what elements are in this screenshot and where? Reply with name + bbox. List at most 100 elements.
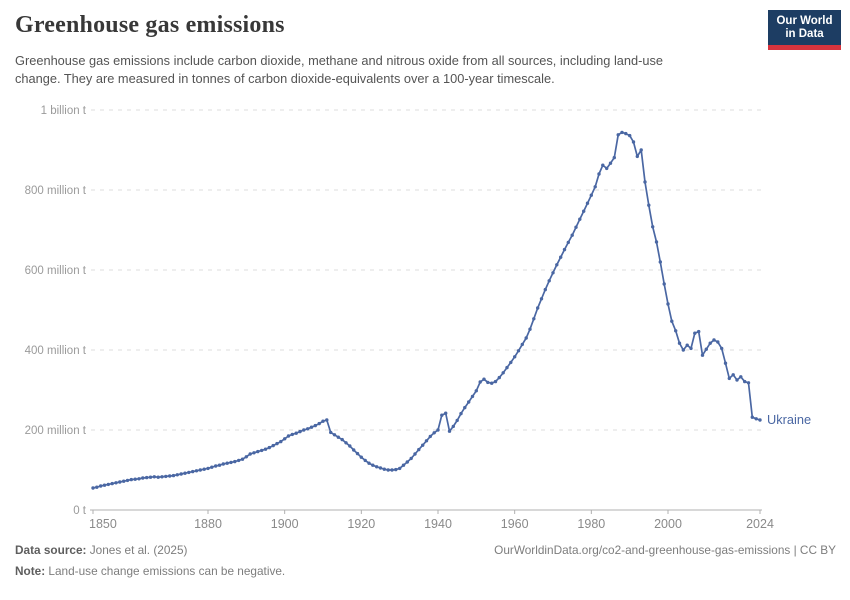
chart-canvas[interactable]: 0 t 200 million t 400 million t 600 million… xyxy=(0,95,850,540)
citation-link[interactable]: OurWorldinData.org/co2-and-greenhouse-ga… xyxy=(494,543,836,557)
data-point xyxy=(183,471,187,475)
data-point xyxy=(674,329,678,333)
data-point xyxy=(237,458,241,463)
data-point xyxy=(332,433,337,437)
data-point xyxy=(390,468,394,472)
data-point xyxy=(605,166,609,171)
data-point xyxy=(677,341,682,345)
data-point xyxy=(359,455,363,459)
data-point xyxy=(651,225,655,229)
data-point xyxy=(516,349,521,353)
data-point xyxy=(309,425,314,429)
x-tick-label: 1980 xyxy=(577,517,605,531)
data-point xyxy=(175,473,179,477)
data-point xyxy=(398,466,402,471)
data-point xyxy=(198,468,202,472)
data-point xyxy=(467,400,471,404)
data-point xyxy=(206,466,210,471)
data-point xyxy=(313,423,317,428)
data-point xyxy=(290,432,294,437)
data-point xyxy=(382,467,386,471)
data-point xyxy=(156,475,160,479)
data-point xyxy=(501,371,505,375)
data-point xyxy=(363,458,367,463)
data-point xyxy=(750,415,754,419)
data-point xyxy=(248,452,252,456)
data-point xyxy=(482,377,486,381)
data-point xyxy=(608,161,613,165)
data-point xyxy=(217,463,222,467)
data-point xyxy=(325,418,329,422)
x-tick-label: 1920 xyxy=(347,517,375,531)
data-line-ukraine[interactable] xyxy=(92,131,761,489)
data-point xyxy=(689,346,693,351)
data-point xyxy=(727,376,731,381)
data-point xyxy=(340,437,344,442)
data-point xyxy=(570,233,574,237)
data-point xyxy=(666,302,670,306)
data-point xyxy=(405,460,409,464)
data-point xyxy=(122,479,126,483)
data-point xyxy=(543,287,547,292)
data-point xyxy=(214,464,218,468)
data-point xyxy=(240,457,245,461)
data-point xyxy=(628,133,632,138)
y-tick-label: 1 billion t xyxy=(41,105,87,117)
data-point xyxy=(697,329,701,334)
data-point xyxy=(99,484,103,488)
data-point xyxy=(708,341,712,345)
data-point xyxy=(566,240,570,245)
data-point xyxy=(478,380,482,384)
data-point xyxy=(616,133,620,137)
data-point xyxy=(271,443,275,448)
data-point xyxy=(647,203,651,207)
data-point xyxy=(260,448,264,453)
data-point xyxy=(670,319,674,323)
data-point xyxy=(306,427,310,431)
data-point xyxy=(490,381,494,385)
owid-logo-line2: in Data xyxy=(785,27,824,40)
data-point xyxy=(524,336,528,340)
data-point xyxy=(497,375,501,380)
data-point xyxy=(275,441,279,446)
data-source: Data source: Jones et al. (2025) xyxy=(15,543,187,557)
data-point xyxy=(700,353,705,357)
x-tick-label: 1880 xyxy=(194,517,222,531)
data-point xyxy=(624,131,628,136)
owid-logo-line1: Our World xyxy=(776,14,833,27)
x-tick-label: 1900 xyxy=(271,517,299,531)
data-point xyxy=(704,347,708,351)
data-point xyxy=(436,428,440,432)
data-point xyxy=(631,140,636,144)
x-tick-label: 1960 xyxy=(501,517,529,531)
data-point xyxy=(551,271,555,275)
data-point xyxy=(574,225,578,229)
y-tick-label: 400 million t xyxy=(25,345,87,357)
data-point xyxy=(723,361,728,365)
data-point xyxy=(256,449,260,454)
data-points xyxy=(91,130,762,490)
data-point xyxy=(413,452,417,456)
series-label-ukraine[interactable]: Ukraine xyxy=(767,412,811,427)
data-point xyxy=(739,375,743,379)
data-point xyxy=(141,476,145,480)
data-point xyxy=(470,394,475,399)
data-point xyxy=(658,260,662,264)
data-point xyxy=(378,466,383,470)
data-point xyxy=(555,263,559,267)
data-point xyxy=(493,379,498,384)
data-point xyxy=(601,163,605,167)
data-point xyxy=(168,474,172,478)
y-tick-label: 600 million t xyxy=(25,265,87,277)
data-point xyxy=(735,378,739,382)
data-point xyxy=(447,429,452,433)
owid-logo[interactable]: Our World in Data xyxy=(768,10,841,50)
data-source-value: Jones et al. (2025) xyxy=(86,543,188,557)
data-point xyxy=(720,346,724,351)
data-point xyxy=(91,486,95,490)
data-point xyxy=(221,462,225,466)
data-point xyxy=(336,435,340,439)
data-point xyxy=(317,421,321,426)
data-point xyxy=(474,389,478,393)
